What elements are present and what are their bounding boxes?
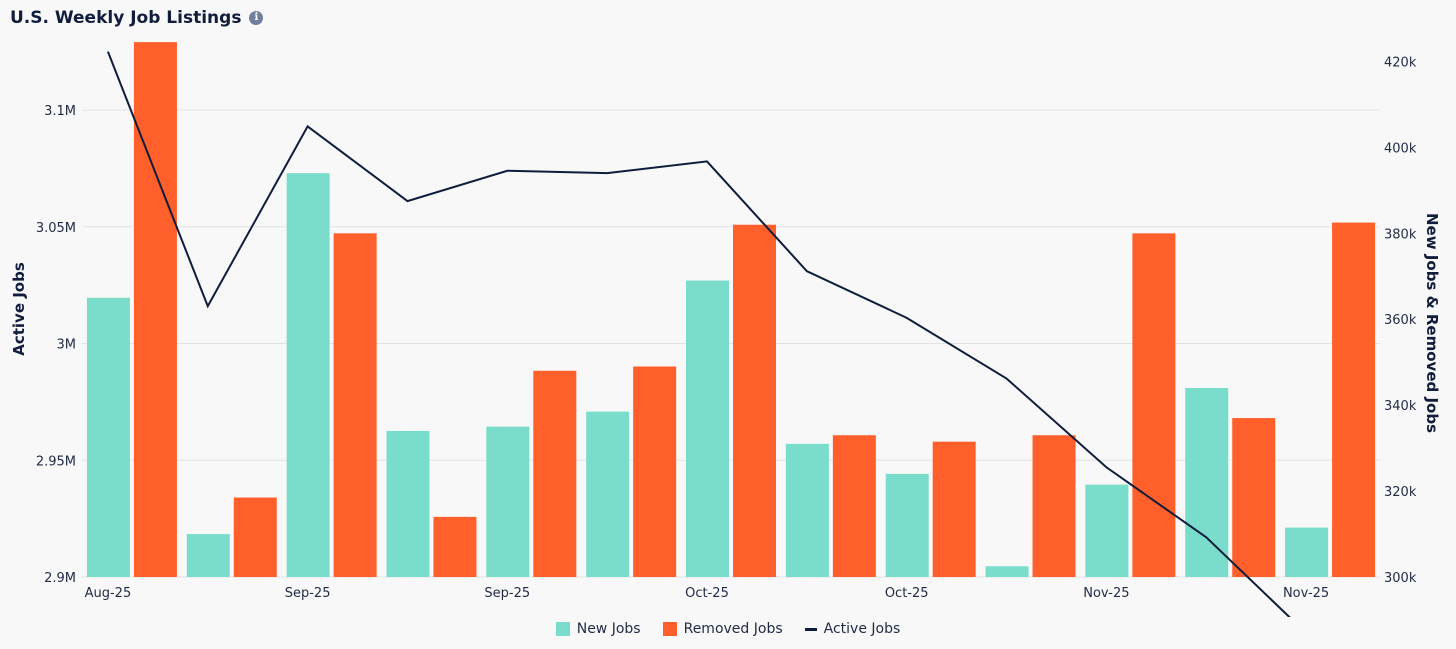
y-right-tick-label: 420k xyxy=(1384,55,1417,70)
removed-jobs-bar[interactable] xyxy=(932,441,976,577)
y-right-tick-label: 380k xyxy=(1384,227,1417,242)
new-jobs-bar[interactable] xyxy=(186,534,230,577)
new-jobs-bar[interactable] xyxy=(885,473,929,577)
x-tick-label: Sep-25 xyxy=(484,586,530,601)
new-jobs-bar[interactable] xyxy=(86,297,130,577)
new-jobs-bar[interactable] xyxy=(1085,484,1129,577)
legend-label-new-jobs: New Jobs xyxy=(576,621,641,637)
new-jobs-bar[interactable] xyxy=(985,566,1029,577)
x-tick-label: Aug-25 xyxy=(85,586,132,601)
removed-jobs-bar[interactable] xyxy=(633,366,677,577)
x-axis-ticks: Aug-25 Sep-25 Sep-25 Oct-25 Oct-25 Nov-25 Nov-… xyxy=(85,586,1330,601)
legend-swatch-removed-jobs xyxy=(662,622,677,636)
new-jobs-bar[interactable] xyxy=(1285,527,1329,577)
left-axis-ticks: 2.9M 2.95M 3M 3.05M 3.1M xyxy=(36,104,76,586)
legend-label-active-jobs: Active Jobs xyxy=(823,621,901,637)
legend: New Jobs Removed Jobs Active Jobs xyxy=(0,621,1456,637)
x-tick-label: Oct-25 xyxy=(685,586,729,601)
new-jobs-bar[interactable] xyxy=(785,443,829,577)
removed-jobs-bar[interactable] xyxy=(1232,418,1276,577)
legend-swatch-new-jobs xyxy=(555,622,570,636)
y-right-axis-title: New Jobs & Removed Jobs xyxy=(1423,213,1441,433)
new-jobs-bar[interactable] xyxy=(1185,387,1229,577)
new-jobs-bar[interactable] xyxy=(586,411,630,577)
y-left-tick-label: 3.1M xyxy=(44,104,76,119)
y-right-tick-label: 360k xyxy=(1384,313,1417,328)
removed-jobs-bar[interactable] xyxy=(733,224,776,577)
y-right-tick-label: 400k xyxy=(1384,141,1417,156)
y-left-axis-title: Active Jobs xyxy=(10,262,28,356)
removed-jobs-bar[interactable] xyxy=(832,435,876,577)
removed-jobs-bar[interactable] xyxy=(1132,233,1176,577)
legend-label-removed-jobs: Removed Jobs xyxy=(683,621,783,637)
bars xyxy=(86,42,1376,577)
y-left-tick-label: 2.9M xyxy=(44,571,76,586)
removed-jobs-bar[interactable] xyxy=(1332,222,1376,577)
legend-item-active-jobs[interactable]: Active Jobs xyxy=(804,621,901,637)
y-right-tick-label: 300k xyxy=(1384,571,1417,586)
legend-swatch-active-jobs xyxy=(804,627,817,631)
new-jobs-bar[interactable] xyxy=(686,280,729,577)
new-jobs-bar[interactable] xyxy=(386,430,430,577)
removed-jobs-bar[interactable] xyxy=(1032,435,1076,577)
y-left-tick-label: 3M xyxy=(57,338,77,353)
x-tick-label: Oct-25 xyxy=(885,586,929,601)
y-left-tick-label: 2.95M xyxy=(36,454,76,469)
legend-item-removed-jobs[interactable]: Removed Jobs xyxy=(662,621,783,637)
x-tick-label: Sep-25 xyxy=(285,586,331,601)
legend-item-new-jobs[interactable]: New Jobs xyxy=(555,621,641,637)
new-jobs-bar[interactable] xyxy=(486,426,530,577)
y-right-tick-label: 320k xyxy=(1384,485,1417,500)
removed-jobs-bar[interactable] xyxy=(233,497,277,577)
active-jobs-line xyxy=(106,51,1306,633)
y-right-tick-label: 340k xyxy=(1384,399,1417,414)
removed-jobs-bar[interactable] xyxy=(433,516,477,577)
x-tick-label: Nov-25 xyxy=(1083,586,1129,601)
info-icon[interactable]: i xyxy=(249,11,264,25)
new-jobs-bar[interactable] xyxy=(286,173,330,577)
right-axis-ticks: 300k 320k 340k 360k 380k 400k 420k xyxy=(1384,55,1417,586)
removed-jobs-bar[interactable] xyxy=(533,370,577,577)
x-tick-label: Nov-25 xyxy=(1283,586,1329,601)
removed-jobs-bar[interactable] xyxy=(333,233,377,577)
y-left-tick-label: 3.05M xyxy=(36,221,76,236)
removed-jobs-bar[interactable] xyxy=(133,42,177,577)
active-jobs-line-path[interactable] xyxy=(106,51,1306,633)
chart-title: U.S. Weekly Job Listings xyxy=(10,8,242,28)
chart-title-row: U.S. Weekly Job Listings i xyxy=(10,8,264,28)
